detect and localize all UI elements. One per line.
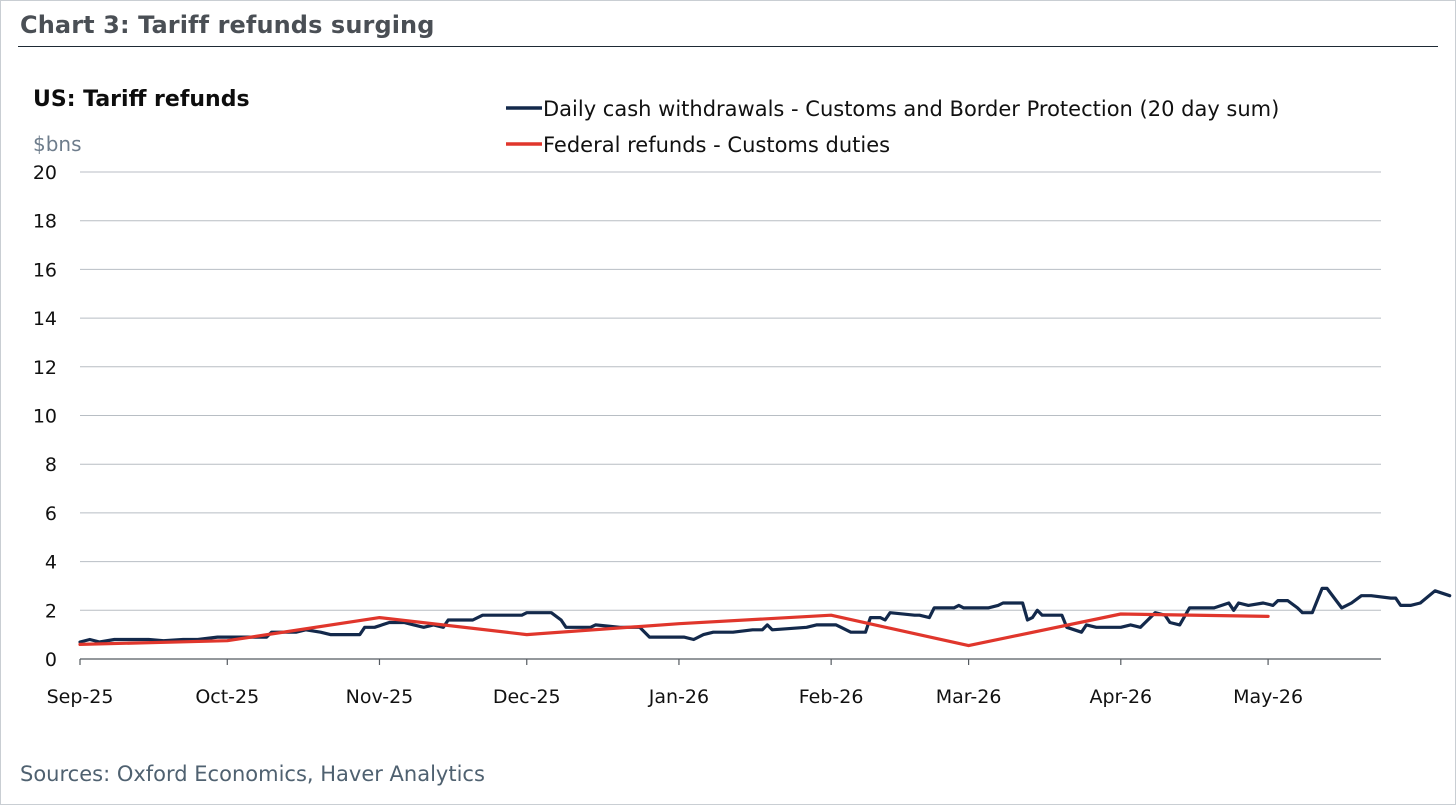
legend-label-withdrawals: Daily cash withdrawals - Customs and Bor…	[543, 97, 1279, 121]
series-line-withdrawals	[78, 586, 1452, 644]
x-tick-label: Nov-25	[346, 686, 414, 708]
x-tick-label: May-26	[1233, 686, 1303, 708]
y-tick-label: 4	[45, 552, 57, 574]
y-tick-label: 0	[45, 649, 57, 671]
y-tick-label: 6	[45, 503, 57, 525]
series-lines	[78, 586, 1452, 648]
y-tick-label: 16	[33, 259, 57, 281]
axes	[79, 658, 1381, 665]
y-tick-label: 8	[45, 454, 57, 476]
legend: Daily cash withdrawals - Customs and Bor…	[506, 97, 1279, 157]
gridlines	[80, 171, 1381, 611]
chart-title: US: Tariff refunds	[33, 87, 250, 112]
x-tick-label: Feb-26	[799, 686, 864, 708]
y-tick-label: 12	[33, 357, 57, 379]
y-axis-unit: $bns	[33, 132, 82, 156]
x-tick-label: Mar-26	[936, 686, 1002, 708]
y-tick-label: 14	[33, 308, 57, 330]
legend-label-federal-refunds: Federal refunds - Customs duties	[543, 133, 890, 157]
x-tick-label: Sep-25	[47, 686, 114, 708]
chart-header-title: Chart 3: Tariff refunds surging	[20, 11, 435, 39]
y-tick-label: 20	[33, 162, 57, 184]
x-tick-label: Oct-25	[195, 686, 259, 708]
x-tick-label: Jan-26	[648, 686, 709, 708]
series-line-federal-refunds	[78, 612, 1270, 648]
tick-labels: 0 2 4 6 8 10 12 14 16 18 20 Sep-25 Oct-25 Nov-25 Dec-2…	[33, 162, 1303, 708]
header-rule	[18, 46, 1438, 47]
x-tick-label: Dec-25	[493, 686, 561, 708]
source-note: Sources: Oxford Economics, Haver Analyti…	[20, 762, 485, 786]
y-tick-label: 10	[33, 406, 57, 428]
y-tick-label: 18	[33, 211, 57, 233]
y-tick-label: 2	[45, 600, 57, 622]
x-tick-label: Apr-26	[1089, 686, 1152, 708]
